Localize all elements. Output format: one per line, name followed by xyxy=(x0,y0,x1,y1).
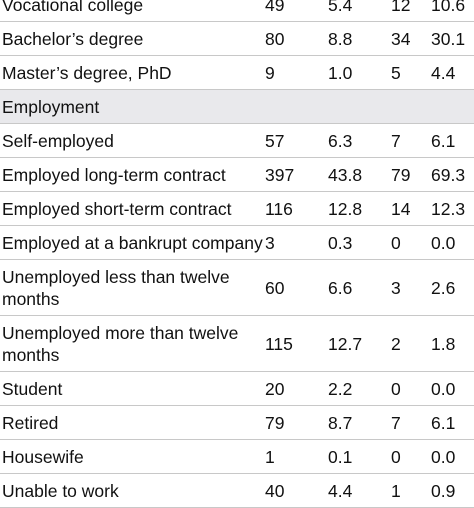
row-label: Self-employed xyxy=(2,130,114,151)
row-label: Employed long-term contract xyxy=(2,164,226,185)
section-title: Employment xyxy=(2,96,100,117)
count-group-2: 79 xyxy=(391,164,411,185)
table-row: Unemployed less than twelve months 60 6.… xyxy=(0,260,474,316)
count-group-2: 7 xyxy=(391,412,401,433)
count-group-2: 34 xyxy=(391,28,411,49)
count-group-1: 80 xyxy=(265,28,285,49)
row-label: Bachelor’s degree xyxy=(2,28,144,49)
count-group-2: 5 xyxy=(391,62,401,83)
percent-group-1: 2.2 xyxy=(328,378,353,399)
row-label: Unemployed more than twelve months xyxy=(2,322,239,365)
percent-group-2: 0.9 xyxy=(431,480,456,501)
percent-group-2: 0.0 xyxy=(431,446,456,467)
percent-group-1: 8.7 xyxy=(328,412,353,433)
count-group-2: 0 xyxy=(391,232,401,253)
percent-group-2: 1.8 xyxy=(431,333,456,354)
row-label: Student xyxy=(2,378,63,399)
row-label: Master’s degree, PhD xyxy=(2,62,172,83)
table-row: Housewife 1 0.1 0 0.0 xyxy=(0,440,474,474)
percent-group-1: 6.3 xyxy=(328,130,353,151)
percent-group-2: 6.1 xyxy=(431,412,456,433)
section-header-row: Employment xyxy=(0,90,474,124)
count-group-1: 40 xyxy=(265,480,285,501)
percent-group-1: 1.0 xyxy=(328,62,353,83)
percent-group-1: 4.4 xyxy=(328,480,353,501)
table-row: Employed at a bankrupt company 3 0.3 0 0… xyxy=(0,226,474,260)
table-row: Vocational college 49 5.4 12 10.6 xyxy=(0,0,474,22)
percent-group-1: 8.8 xyxy=(328,28,353,49)
percent-group-1: 6.6 xyxy=(328,277,353,298)
count-group-1: 115 xyxy=(265,333,293,354)
percent-group-2: 0.0 xyxy=(431,378,456,399)
percent-group-1: 0.1 xyxy=(328,446,353,467)
count-group-1: 49 xyxy=(265,0,285,15)
percent-group-1: 12.7 xyxy=(328,333,363,354)
percent-group-2: 69.3 xyxy=(431,164,466,185)
table-row: Bachelor’s degree 80 8.8 34 30.1 xyxy=(0,22,474,56)
percent-group-1: 12.8 xyxy=(328,198,363,219)
row-label: Unable to work xyxy=(2,480,119,501)
percent-group-2: 12.3 xyxy=(431,198,466,219)
count-group-2: 2 xyxy=(391,333,401,354)
count-group-2: 0 xyxy=(391,378,401,399)
count-group-1: 116 xyxy=(265,198,293,219)
row-label: Unemployed less than twelve months xyxy=(2,266,230,309)
row-label: Retired xyxy=(2,412,59,433)
count-group-2: 14 xyxy=(391,198,411,219)
count-group-1: 3 xyxy=(265,232,275,253)
count-group-2: 0 xyxy=(391,446,401,467)
row-label: Vocational college xyxy=(2,0,144,15)
count-group-2: 12 xyxy=(391,0,411,15)
count-group-1: 57 xyxy=(265,130,285,151)
count-group-2: 1 xyxy=(391,480,401,501)
percent-group-2: 6.1 xyxy=(431,130,456,151)
count-group-1: 20 xyxy=(265,378,285,399)
percent-group-1: 43.8 xyxy=(328,164,363,185)
count-group-1: 397 xyxy=(265,164,295,185)
table-row: Employed long-term contract 397 43.8 79 … xyxy=(0,158,474,192)
count-group-1: 79 xyxy=(265,412,285,433)
row-label: Employed at a bankrupt company xyxy=(2,232,263,253)
percent-group-1: 5.4 xyxy=(328,0,353,15)
table-row: Unemployed more than twelve months 115 1… xyxy=(0,316,474,372)
table-row: Student 20 2.2 0 0.0 xyxy=(0,372,474,406)
count-group-1: 60 xyxy=(265,277,285,298)
count-group-2: 7 xyxy=(391,130,401,151)
count-group-1: 9 xyxy=(265,62,275,83)
row-label: Housewife xyxy=(2,446,84,467)
percent-group-2: 10.6 xyxy=(431,0,466,15)
table-row: Unable to work 40 4.4 1 0.9 xyxy=(0,474,474,508)
percent-group-2: 2.6 xyxy=(431,277,456,298)
percent-group-2: 0.0 xyxy=(431,232,456,253)
table-row: Employed short-term contract 116 12.8 14… xyxy=(0,192,474,226)
percent-group-2: 30.1 xyxy=(431,28,466,49)
percent-group-2: 4.4 xyxy=(431,62,456,83)
row-label: Employed short-term contract xyxy=(2,198,232,219)
count-group-2: 3 xyxy=(391,277,401,298)
table-row: Self-employed 57 6.3 7 6.1 xyxy=(0,124,474,158)
table-row: Master’s degree, PhD 9 1.0 5 4.4 xyxy=(0,56,474,90)
table-row: Retired 79 8.7 7 6.1 xyxy=(0,406,474,440)
percent-group-1: 0.3 xyxy=(328,232,353,253)
count-group-1: 1 xyxy=(265,446,275,467)
